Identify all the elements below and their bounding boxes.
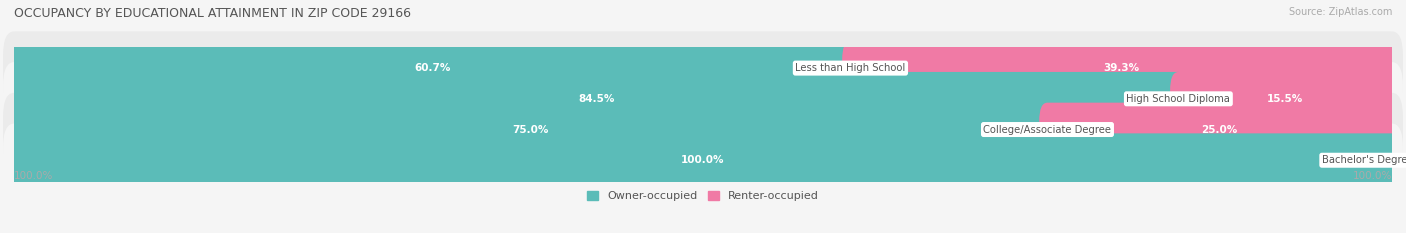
FancyBboxPatch shape [6,41,859,95]
Text: Source: ZipAtlas.com: Source: ZipAtlas.com [1288,7,1392,17]
FancyBboxPatch shape [1039,103,1400,156]
Text: High School Diploma: High School Diploma [1126,94,1230,104]
Text: 100.0%: 100.0% [682,155,724,165]
Text: 84.5%: 84.5% [578,94,614,104]
Text: 100.0%: 100.0% [14,171,53,181]
Text: 25.0%: 25.0% [1202,124,1237,134]
FancyBboxPatch shape [6,103,1056,156]
Text: 60.7%: 60.7% [413,63,450,73]
Text: 39.3%: 39.3% [1104,63,1139,73]
FancyBboxPatch shape [6,133,1400,187]
FancyBboxPatch shape [3,31,1403,105]
FancyBboxPatch shape [3,62,1403,136]
Text: College/Associate Degree: College/Associate Degree [983,124,1112,134]
Text: 100.0%: 100.0% [1353,171,1392,181]
FancyBboxPatch shape [6,72,1187,126]
FancyBboxPatch shape [842,41,1400,95]
Text: OCCUPANCY BY EDUCATIONAL ATTAINMENT IN ZIP CODE 29166: OCCUPANCY BY EDUCATIONAL ATTAINMENT IN Z… [14,7,411,20]
Text: Bachelor's Degree or higher: Bachelor's Degree or higher [1322,155,1406,165]
FancyBboxPatch shape [3,123,1403,197]
Legend: Owner-occupied, Renter-occupied: Owner-occupied, Renter-occupied [582,187,824,206]
Text: 15.5%: 15.5% [1267,94,1303,104]
Text: Less than High School: Less than High School [796,63,905,73]
FancyBboxPatch shape [1170,72,1400,126]
FancyBboxPatch shape [3,93,1403,166]
Text: 75.0%: 75.0% [513,124,548,134]
